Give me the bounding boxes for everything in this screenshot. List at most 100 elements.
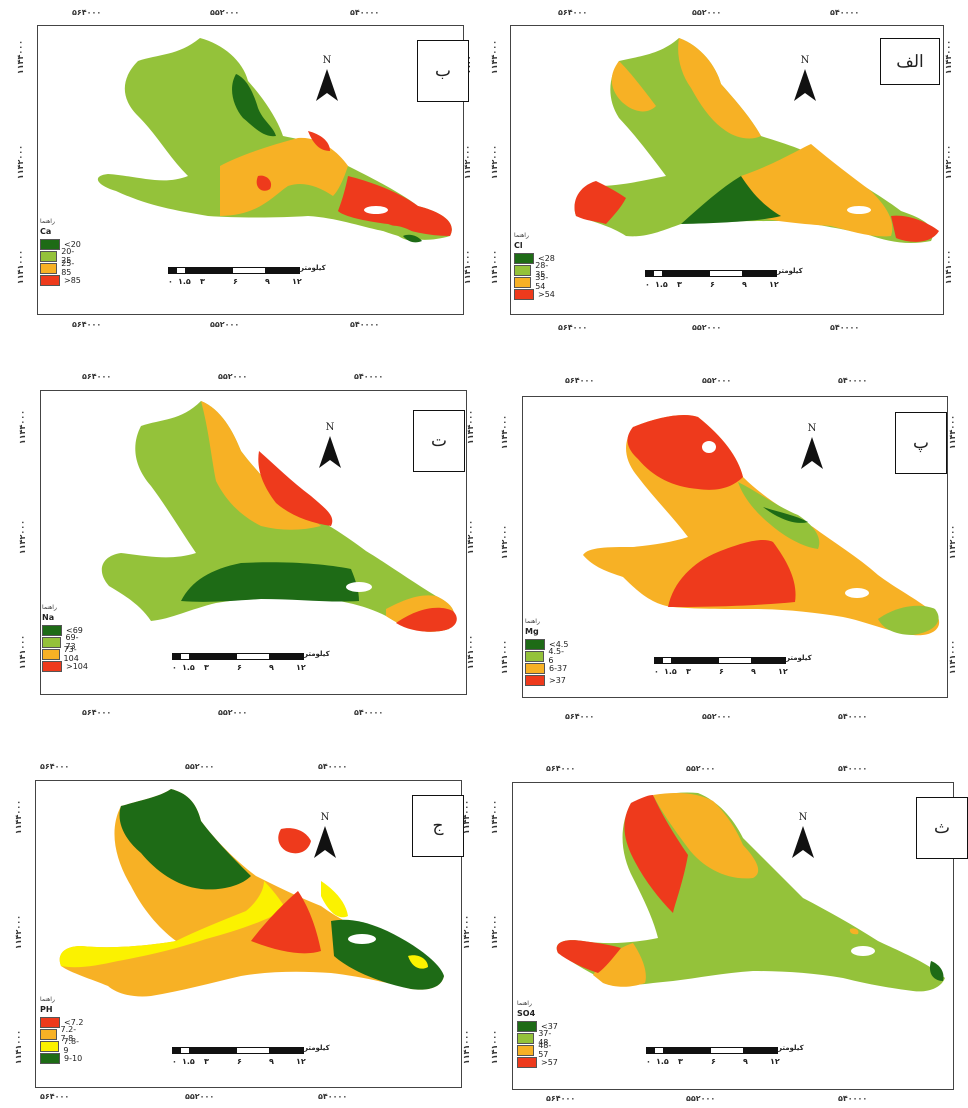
legend-class: >37 <box>549 675 566 685</box>
scale-unit: کیلومتر <box>304 1044 330 1052</box>
x-coord-top: ۵۴۰۰۰۰ <box>318 762 348 771</box>
legend-swatch <box>525 650 545 662</box>
scale-tick: ۳ <box>678 1057 683 1066</box>
x-coord-top: ۵۵۲۰۰۰ <box>692 8 722 17</box>
x-coord-bottom: ۵۶۴۰۰۰ <box>546 1094 576 1103</box>
map-hole <box>364 206 388 214</box>
scale-tick: ۱۲ <box>770 1057 780 1066</box>
north-arrow: N <box>797 423 827 473</box>
map-zone <box>929 961 944 981</box>
map-zone <box>331 919 444 990</box>
map-zone <box>181 562 359 602</box>
legend-title: راهنما <box>40 218 55 225</box>
legend-title: راهنما <box>42 604 57 611</box>
scale-unit: کیلومتر <box>304 650 330 658</box>
scale-tick: ۰ <box>172 663 177 672</box>
map-zone <box>627 415 743 490</box>
panel-label: ب <box>417 40 469 102</box>
map-hole <box>702 441 716 453</box>
map-zone <box>653 793 759 879</box>
y-coord-right: ۱۱۴۲۰۰۰ <box>944 145 953 180</box>
legend: راهنما Cl <28 28-35 35-54 >54 <box>514 232 555 300</box>
scale-bar: کیلومتر ۰ ۱.۵ ۳ ۶ ۹ ۱۲ <box>645 265 803 295</box>
x-coord-bottom: ۵۴۰۰۰۰ <box>318 1092 348 1101</box>
y-coord-left: ۱۱۴۴۰۰۰ <box>490 40 499 75</box>
north-arrow-icon <box>792 826 814 858</box>
concentration-map-na <box>101 401 457 632</box>
scale-tick: ۱.۵ <box>664 667 677 676</box>
scale-tick: ۱۲ <box>296 663 306 672</box>
north-arrow: N <box>790 55 820 105</box>
map-hole <box>845 588 869 598</box>
scale-tick: ۶ <box>710 280 715 289</box>
y-coord-left: ۱۱۴۴۰۰۰ <box>490 800 499 835</box>
scale-tick: ۹ <box>265 277 270 286</box>
legend-title: راهنما <box>40 996 55 1003</box>
map-zone <box>220 137 348 216</box>
panel-label: ج <box>412 795 464 857</box>
x-coord-top: ۵۶۴۰۰۰ <box>565 376 595 385</box>
scale-tick: ۹ <box>269 1057 274 1066</box>
map-zone <box>201 401 321 530</box>
north-arrow-icon <box>319 436 341 468</box>
legend-class: <7.2 <box>64 1017 84 1027</box>
map-zone <box>611 61 656 112</box>
panel-label: الف <box>880 38 940 85</box>
concentration-map-cl <box>574 38 939 244</box>
scale-bar: کیلومتر ۰ ۱.۵ ۳ ۶ ۹ ۱۲ <box>168 262 326 292</box>
scale-bar: کیلومتر ۰ ۱.۵ ۳ ۶ ۹ ۱۲ <box>172 648 330 678</box>
map-zone <box>403 234 422 243</box>
map-zone <box>278 828 311 854</box>
y-coord-right: ۱۱۴۱۰۰۰ <box>944 250 953 285</box>
scale-bar: کیلومتر ۰ ۱.۵ ۳ ۶ ۹ ۱۲ <box>172 1042 330 1072</box>
y-coord-right: ۱۱۴۱۰۰۰ <box>948 640 957 675</box>
legend: راهنما PH <7.2 7.2-7.8 7.8-9 9-10 <box>40 996 83 1064</box>
legend-swatch <box>40 238 60 250</box>
panel-label: ث <box>916 797 968 859</box>
legend: راهنما Mg <4.5 4.5-6 6-37 >37 <box>525 618 568 686</box>
map-zone <box>258 451 333 526</box>
map-zone <box>232 74 276 137</box>
north-arrow: N <box>312 55 342 105</box>
y-coord-right: ۱۱۴۲۰۰۰ <box>462 915 471 950</box>
legend-swatch <box>517 1044 535 1056</box>
y-coord-left: ۱۱۴۱۰۰۰ <box>14 1030 23 1065</box>
scale-tick: ۳ <box>677 280 682 289</box>
x-coord-top: ۵۴۰۰۰۰ <box>350 8 380 17</box>
x-coord-bottom: ۵۶۴۰۰۰ <box>558 323 588 332</box>
scale-tick: ۱.۵ <box>182 663 195 672</box>
map-zone <box>624 795 688 913</box>
scale-unit: کیلومتر <box>777 267 803 275</box>
scale-tick: ۱۲ <box>769 280 779 289</box>
y-coord-left: ۱۱۴۲۰۰۰ <box>490 915 499 950</box>
legend-class: <4.5 <box>549 639 569 649</box>
scale-tick: ۰ <box>168 277 173 286</box>
x-coord-top: ۵۶۴۰۰۰ <box>558 8 588 17</box>
scale-tick: ۹ <box>751 667 756 676</box>
legend-title: راهنما <box>525 618 540 625</box>
legend-swatch <box>40 250 58 262</box>
legend-class: >85 <box>64 275 81 285</box>
concentration-map-so4 <box>556 792 945 992</box>
legend-class: 69-73 <box>65 633 79 651</box>
y-coord-left: ۱۱۴۱۰۰۰ <box>18 635 27 670</box>
y-coord-left: ۱۱۴۲۰۰۰ <box>490 145 499 180</box>
x-coord-top: ۵۵۲۰۰۰ <box>218 372 248 381</box>
map-zone <box>763 507 808 523</box>
y-coord-left: ۱۱۴۴۰۰۰ <box>18 410 27 445</box>
scale-tick: ۰ <box>646 1057 651 1066</box>
x-coord-bottom: ۵۴۰۰۰۰ <box>350 320 380 329</box>
x-coord-bottom: ۵۴۰۰۰۰ <box>838 1094 868 1103</box>
legend-class: <20 <box>64 239 81 249</box>
x-coord-top: ۵۵۲۰۰۰ <box>210 8 240 17</box>
legend-class: >104 <box>66 661 88 671</box>
north-arrow-icon <box>794 69 816 101</box>
map-zone <box>59 881 286 968</box>
scale-unit: کیلومتر <box>778 1044 804 1052</box>
scale-bar: کیلومتر ۰ ۱.۵ ۳ ۶ ۹ ۱۲ <box>654 652 812 682</box>
y-coord-left: ۱۱۴۱۰۰۰ <box>490 250 499 285</box>
legend-class: 48-57 <box>538 1041 552 1059</box>
map-zone <box>878 605 939 635</box>
legend-swatch <box>40 1040 60 1052</box>
legend-swatch <box>517 1020 537 1032</box>
